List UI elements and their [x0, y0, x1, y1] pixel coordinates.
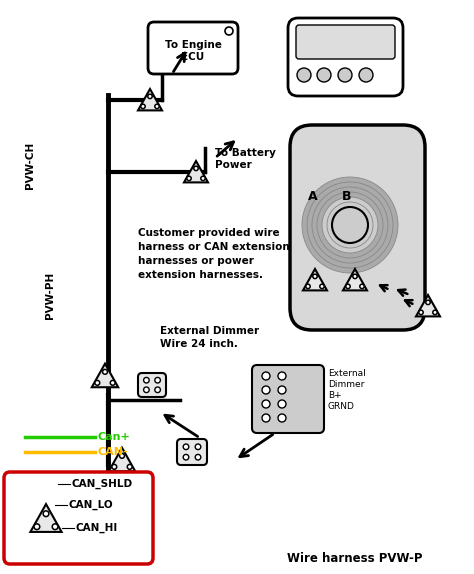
Circle shape: [306, 284, 310, 289]
Circle shape: [155, 387, 160, 393]
Circle shape: [110, 381, 115, 385]
Circle shape: [433, 310, 437, 315]
Circle shape: [262, 414, 270, 422]
FancyBboxPatch shape: [4, 472, 153, 564]
Circle shape: [95, 381, 100, 385]
Circle shape: [278, 386, 286, 394]
Polygon shape: [416, 295, 440, 316]
Circle shape: [313, 274, 317, 278]
Polygon shape: [138, 89, 162, 110]
Circle shape: [322, 197, 378, 253]
Text: PVW-CH: PVW-CH: [25, 141, 35, 189]
Text: External Dimmer
Wire 24 inch.: External Dimmer Wire 24 inch.: [160, 326, 259, 349]
Circle shape: [426, 300, 430, 305]
Circle shape: [419, 310, 423, 315]
Text: CAN_LO: CAN_LO: [69, 500, 114, 510]
Text: Wire harness PVW-P: Wire harness PVW-P: [287, 552, 423, 564]
FancyBboxPatch shape: [288, 18, 403, 96]
Circle shape: [332, 207, 368, 243]
Circle shape: [332, 207, 368, 243]
Circle shape: [337, 212, 363, 238]
Text: Can+: Can+: [98, 432, 131, 442]
Circle shape: [128, 464, 132, 470]
Circle shape: [359, 68, 373, 82]
Polygon shape: [109, 448, 135, 471]
Circle shape: [262, 372, 270, 380]
Text: B: B: [342, 190, 352, 203]
Text: Customer provided wire
harness or CAN extension
harnesses or power
extension har: Customer provided wire harness or CAN ex…: [138, 228, 290, 280]
FancyBboxPatch shape: [138, 373, 166, 397]
Circle shape: [320, 284, 324, 289]
Circle shape: [302, 177, 398, 273]
Text: PVW-PH: PVW-PH: [45, 272, 55, 319]
Circle shape: [144, 377, 149, 383]
Circle shape: [317, 68, 331, 82]
Circle shape: [183, 444, 189, 449]
Circle shape: [102, 370, 108, 374]
Circle shape: [43, 511, 49, 517]
Circle shape: [187, 176, 191, 181]
Circle shape: [278, 400, 286, 408]
Circle shape: [183, 455, 189, 460]
Circle shape: [312, 187, 388, 263]
Circle shape: [346, 284, 350, 289]
FancyBboxPatch shape: [177, 439, 207, 465]
Circle shape: [262, 386, 270, 394]
Polygon shape: [303, 269, 327, 290]
Circle shape: [201, 176, 205, 181]
Circle shape: [155, 377, 160, 383]
Circle shape: [112, 464, 117, 470]
Circle shape: [353, 274, 357, 278]
Text: To Engine
ECU: To Engine ECU: [164, 40, 221, 62]
Circle shape: [148, 94, 152, 99]
Circle shape: [195, 444, 201, 449]
Circle shape: [307, 182, 393, 268]
Polygon shape: [30, 504, 62, 532]
Circle shape: [327, 202, 373, 248]
Circle shape: [262, 400, 270, 408]
Circle shape: [155, 104, 159, 108]
Circle shape: [360, 284, 364, 289]
Text: CAN_HI: CAN_HI: [76, 523, 118, 533]
FancyBboxPatch shape: [296, 25, 395, 59]
Circle shape: [338, 68, 352, 82]
Text: CAN_SHLD: CAN_SHLD: [72, 479, 133, 489]
FancyBboxPatch shape: [252, 365, 324, 433]
Circle shape: [194, 166, 198, 170]
Circle shape: [141, 104, 145, 108]
Text: A: A: [308, 190, 318, 203]
Circle shape: [225, 27, 233, 35]
Circle shape: [297, 68, 311, 82]
Text: CAN-: CAN-: [98, 447, 128, 457]
Circle shape: [195, 455, 201, 460]
Circle shape: [52, 524, 58, 530]
Circle shape: [278, 414, 286, 422]
Circle shape: [317, 192, 383, 258]
Circle shape: [119, 453, 124, 458]
Text: To Battery
Power: To Battery Power: [215, 148, 276, 169]
Circle shape: [278, 372, 286, 380]
Polygon shape: [184, 161, 208, 183]
FancyBboxPatch shape: [148, 22, 238, 74]
Circle shape: [144, 387, 149, 393]
Circle shape: [34, 524, 40, 530]
Polygon shape: [92, 364, 118, 387]
FancyBboxPatch shape: [290, 125, 425, 330]
Text: External
Dimmer
B+
GRND: External Dimmer B+ GRND: [328, 369, 366, 412]
Polygon shape: [343, 269, 367, 290]
